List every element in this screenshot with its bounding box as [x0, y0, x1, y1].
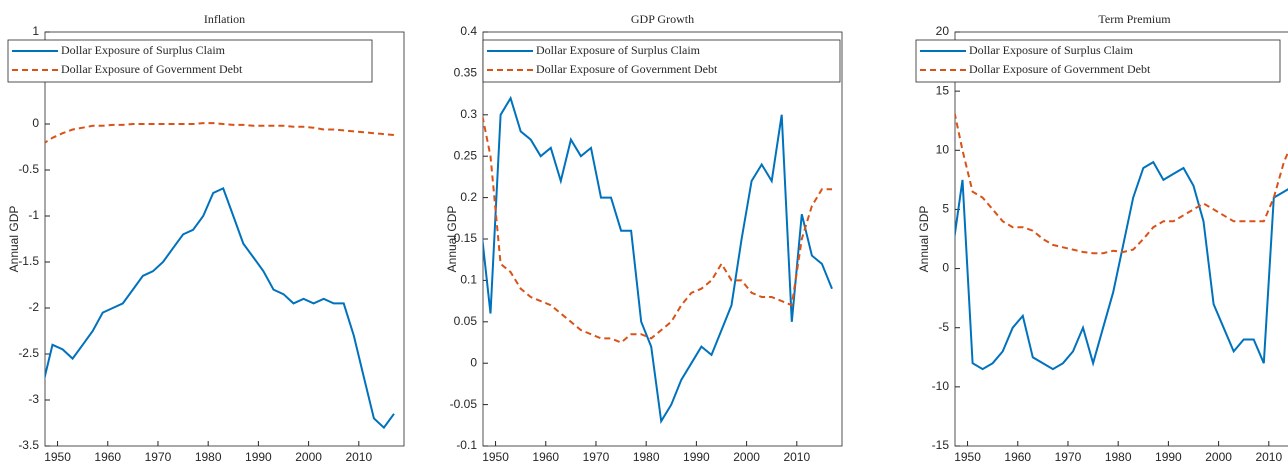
- panel: Term Premium Annual GDP -15 -10 -5 0 5 10 15 20 19…: [915, 12, 1288, 464]
- panel-title: GDP Growth: [631, 12, 694, 26]
- legend-label: Dollar Exposure of Surplus Claim: [61, 43, 226, 57]
- y-tick-label: 10: [936, 142, 950, 156]
- x-tick-label: 1960: [1004, 450, 1031, 464]
- y-tick-label: -3: [28, 392, 39, 406]
- y-axis-label: Annual GDP: [445, 206, 459, 273]
- x-tick-label: 1970: [583, 450, 610, 464]
- x-tick-label: 1980: [1105, 450, 1132, 464]
- x-tick-label: 1950: [954, 450, 981, 464]
- x-tick-label: 2010: [345, 450, 372, 464]
- y-tick-label: 0.15: [454, 231, 478, 245]
- x-tick-label: 1970: [145, 450, 172, 464]
- y-tick-label: -0.5: [18, 162, 39, 176]
- y-tick-label: 0: [942, 261, 949, 275]
- y-tick-label: 0.2: [460, 190, 477, 204]
- y-tick-label: 0.1: [460, 273, 477, 287]
- x-tick-label: 1970: [1055, 450, 1082, 464]
- y-tick-label: -2: [28, 300, 39, 314]
- legend-label: Dollar Exposure of Surplus Claim: [969, 43, 1134, 57]
- x-tick-label: 1950: [44, 450, 71, 464]
- y-tick-label: 0.05: [454, 314, 478, 328]
- x-tick-label: 2000: [1205, 450, 1232, 464]
- series-line: [45, 122, 395, 144]
- x-tick-label: 1990: [245, 450, 272, 464]
- y-tick-label: -1: [28, 208, 39, 222]
- axes-box: [44, 31, 405, 447]
- panel-title: Term Premium: [1098, 12, 1171, 26]
- y-tick-label: 5: [942, 202, 949, 216]
- y-tick-label: 0.35: [454, 66, 478, 80]
- y-tick-label: 0: [32, 116, 39, 130]
- y-tick-label: -10: [932, 379, 950, 393]
- panel: Inflation Annual GDP -3.5 -3 -2.5 -2 -1.5 -1 -0.…: [7, 12, 405, 464]
- series-line: [955, 109, 1288, 255]
- series-line: [483, 95, 833, 425]
- legend-box: [915, 39, 1281, 83]
- x-tick-label: 1960: [532, 450, 559, 464]
- legend-label: Dollar Exposure of Government Debt: [969, 62, 1151, 76]
- y-tick-label: -2.5: [18, 346, 39, 360]
- y-tick-label: 15: [936, 83, 950, 97]
- y-tick-label: -0.1: [456, 438, 477, 452]
- x-tick-label: 2010: [783, 450, 810, 464]
- y-axis-label: Annual GDP: [7, 206, 21, 273]
- x-tick-label: 2000: [295, 450, 322, 464]
- y-tick-label: -15: [932, 438, 950, 452]
- panel-title: Inflation: [204, 12, 245, 26]
- y-tick-label: 1: [32, 24, 39, 38]
- legend-box: [482, 39, 841, 83]
- x-tick-label: 2000: [733, 450, 760, 464]
- x-tick-label: 1990: [683, 450, 710, 464]
- legend-label: Dollar Exposure of Government Debt: [536, 62, 718, 76]
- series-line: [483, 113, 832, 344]
- x-tick-label: 1990: [1155, 450, 1182, 464]
- panel: GDP Growth Annual GDP -0.1 -0.05 0 0.05 0.1 0.1…: [445, 12, 843, 464]
- x-tick-label: 2010: [1255, 450, 1282, 464]
- y-tick-label: 0.4: [460, 24, 477, 38]
- x-tick-label: 1960: [94, 450, 121, 464]
- y-tick-label: -1.5: [18, 254, 39, 268]
- series-line: [45, 187, 395, 430]
- y-axis-label: Annual GDP: [917, 206, 931, 273]
- y-tick-label: 0.25: [454, 148, 478, 162]
- y-tick-label: 20: [936, 24, 950, 38]
- y-tick-label: -5: [938, 320, 949, 334]
- legend-label: Dollar Exposure of Government Debt: [61, 62, 243, 76]
- y-tick-label: 0.3: [460, 107, 477, 121]
- x-tick-label: 1980: [633, 450, 660, 464]
- legend-box: [7, 39, 373, 83]
- y-tick-label: -0.05: [450, 397, 478, 411]
- y-tick-label: 0: [470, 355, 477, 369]
- x-tick-label: 1980: [195, 450, 222, 464]
- y-tick-label: -3.5: [18, 438, 39, 452]
- x-tick-label: 1950: [482, 450, 509, 464]
- series-line: [955, 160, 1288, 371]
- legend-label: Dollar Exposure of Surplus Claim: [536, 43, 701, 57]
- axes-box: [954, 31, 1288, 447]
